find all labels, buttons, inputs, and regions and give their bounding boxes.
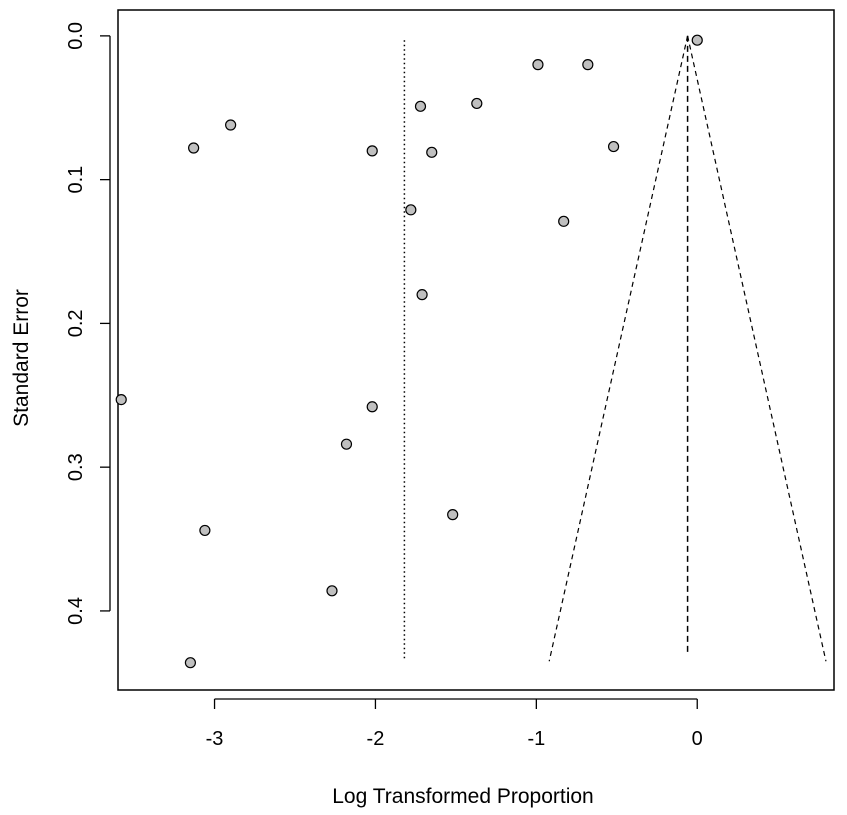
data-point xyxy=(414,100,427,112)
data-point xyxy=(405,204,417,216)
y-tick-label: 0.4 xyxy=(65,597,87,625)
y-axis: 0.0 0.1 0.2 0.3 0.4 xyxy=(65,22,111,625)
y-tick-label: 0.1 xyxy=(65,166,87,194)
data-point xyxy=(326,585,338,597)
data-point xyxy=(225,119,237,131)
data-point xyxy=(366,145,378,157)
data-point xyxy=(340,438,353,450)
x-tick-label: -1 xyxy=(527,728,545,750)
data-point xyxy=(691,34,703,46)
data-point xyxy=(558,215,570,227)
data-point xyxy=(532,59,544,71)
x-tick-label: 0 xyxy=(692,728,703,750)
data-point xyxy=(366,401,378,413)
plot-frame xyxy=(117,9,835,691)
data-point xyxy=(607,140,620,153)
x-tick-label: -3 xyxy=(206,728,224,750)
data-point xyxy=(416,289,428,301)
x-axis: -3 -2 -1 0 xyxy=(206,698,703,750)
y-tick-label: 0.2 xyxy=(65,309,87,337)
data-points xyxy=(115,34,703,669)
data-point xyxy=(184,657,197,669)
data-point xyxy=(426,146,438,158)
funnel-right-line xyxy=(686,35,827,662)
reference-lines xyxy=(403,35,827,662)
data-point xyxy=(199,524,211,537)
data-point xyxy=(188,142,200,154)
y-tick-label: 0.0 xyxy=(65,22,87,50)
y-axis-title: Standard Error xyxy=(10,289,33,427)
x-tick-label: -2 xyxy=(367,728,385,750)
data-point xyxy=(115,393,127,406)
x-axis-title: Log Transformed Proportion xyxy=(332,785,593,808)
y-tick-label: 0.3 xyxy=(65,453,87,481)
data-point xyxy=(582,59,594,71)
data-point xyxy=(447,509,459,521)
data-point xyxy=(471,97,483,110)
funnel-left-line xyxy=(548,35,689,662)
